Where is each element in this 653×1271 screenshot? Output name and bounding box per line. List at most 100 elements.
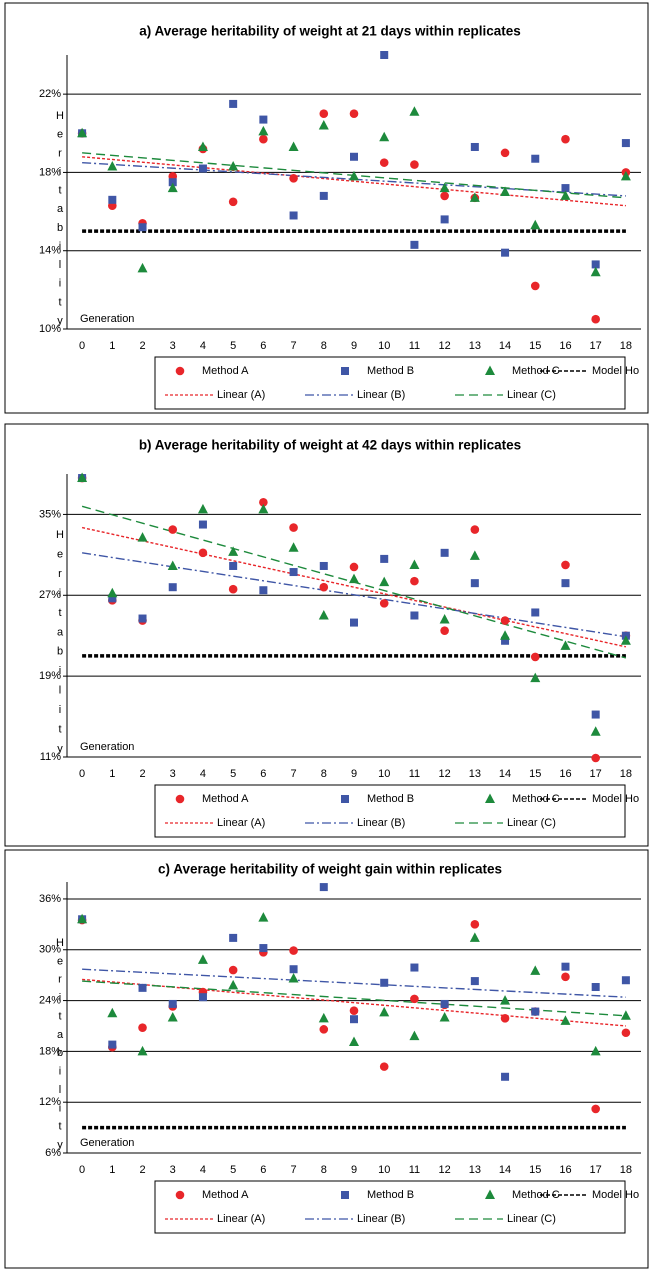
point <box>350 1015 358 1024</box>
legend-swatch <box>341 1191 349 1199</box>
point <box>107 161 118 171</box>
x-tick-label: 7 <box>291 1164 297 1176</box>
y-axis-label: Heritability <box>54 937 66 1157</box>
y-tick-label: 24% <box>39 994 61 1006</box>
point <box>590 726 601 736</box>
y-axis-label: Heritability <box>54 110 66 334</box>
legend-label: Linear (C) <box>507 1213 556 1225</box>
point <box>319 582 329 592</box>
point <box>469 550 480 560</box>
point <box>379 1006 390 1017</box>
point <box>560 190 571 200</box>
legend-label: Linear (C) <box>507 817 556 829</box>
legend-label: Method B <box>367 793 414 805</box>
point <box>229 933 238 942</box>
point <box>561 134 570 144</box>
point <box>228 584 238 594</box>
panel-frame <box>4 423 649 847</box>
x-tick-label: 4 <box>200 768 206 780</box>
x-tick-label: 13 <box>469 768 481 780</box>
point <box>470 977 479 986</box>
x-tick-label: 18 <box>620 340 632 352</box>
point <box>439 1012 450 1022</box>
legend-label: Method B <box>367 1189 414 1201</box>
point <box>167 560 178 570</box>
x-tick-label: 1 <box>109 340 115 352</box>
point <box>500 995 511 1005</box>
point <box>289 965 298 974</box>
point <box>288 141 299 151</box>
point <box>108 1040 117 1049</box>
point <box>591 753 600 763</box>
y-tick-label: 35% <box>39 508 61 520</box>
y-tick-label: 19% <box>39 670 61 682</box>
legend-label: Method A <box>202 365 249 377</box>
point <box>591 710 600 719</box>
x-tick-label: 3 <box>170 768 176 780</box>
point <box>198 164 207 173</box>
x-tick-label: 2 <box>139 340 145 352</box>
chart-panel: c) Average heritability of weight gain w… <box>4 849 649 1269</box>
point <box>289 174 298 183</box>
point <box>620 1010 631 1020</box>
point <box>410 963 419 972</box>
x-tick-label: 1 <box>109 768 115 780</box>
x-tick-label: 16 <box>559 1164 571 1176</box>
point <box>349 109 359 119</box>
x-tick-label: 12 <box>439 340 451 352</box>
point <box>107 1007 118 1018</box>
x-tick-label: 14 <box>499 1164 511 1176</box>
x-tick-label: 14 <box>499 768 511 780</box>
point <box>77 913 88 924</box>
x-tick-label: 9 <box>351 340 357 352</box>
x-tick-label: 9 <box>351 768 357 780</box>
point <box>530 219 541 230</box>
point <box>197 503 208 514</box>
point <box>470 142 479 151</box>
y-tick-label: 36% <box>39 893 61 905</box>
x-tick-label: 15 <box>529 340 541 352</box>
point <box>379 1062 389 1071</box>
x-tick-label: 6 <box>260 1164 266 1176</box>
point <box>501 1072 510 1081</box>
point <box>561 560 570 570</box>
point <box>621 139 630 148</box>
point <box>289 568 298 577</box>
point <box>229 561 238 570</box>
point <box>349 170 359 181</box>
point <box>258 912 269 922</box>
x-axis-label: Generation <box>80 741 134 753</box>
point <box>138 614 147 623</box>
point <box>590 266 601 277</box>
point <box>228 546 239 556</box>
legend-label: Method B <box>367 365 414 377</box>
point <box>197 141 208 151</box>
x-tick-label: 16 <box>559 768 571 780</box>
point <box>289 211 298 220</box>
point <box>77 127 88 138</box>
x-tick-label: 7 <box>291 768 297 780</box>
x-tick-label: 2 <box>139 1164 145 1176</box>
x-tick-label: 15 <box>529 1164 541 1176</box>
x-tick-label: 1 <box>109 1164 115 1176</box>
x-tick-label: 3 <box>170 340 176 352</box>
point <box>440 548 449 557</box>
point <box>108 195 117 204</box>
y-tick-label: 27% <box>39 589 61 601</box>
legend-label: Method C <box>512 365 560 377</box>
point <box>470 525 480 534</box>
point <box>319 109 329 119</box>
point <box>469 192 480 202</box>
point <box>198 548 208 558</box>
point <box>380 51 389 59</box>
point <box>440 215 449 224</box>
trend-line <box>82 968 626 998</box>
point <box>531 1007 540 1016</box>
point <box>349 1036 359 1047</box>
legend-label: Model Ho <box>592 793 639 805</box>
point <box>530 672 541 683</box>
x-tick-label: 11 <box>409 1164 420 1176</box>
point <box>410 994 419 1004</box>
point <box>318 610 329 620</box>
x-tick-label: 11 <box>409 340 420 352</box>
